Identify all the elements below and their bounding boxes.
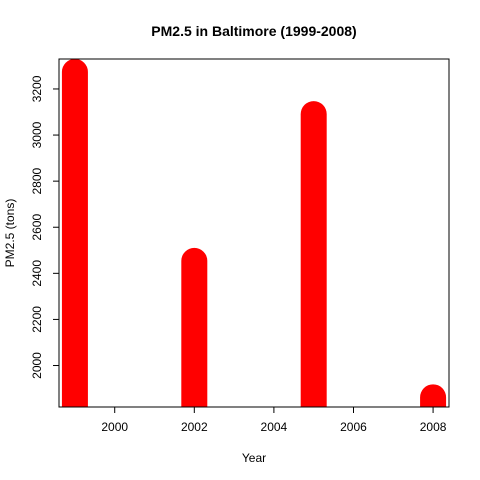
x-axis-title: Year [242,451,266,465]
y-axis-title: PM2.5 (tons) [3,199,17,268]
x-tick-label-2000: 2000 [101,420,128,434]
plot-frame [58,58,450,408]
x-tick-label-2004: 2004 [261,420,288,434]
x-tick-label-2002: 2002 [181,420,208,434]
x-axis: 2000 2002 2004 2006 2008 [101,406,447,434]
y-tick-label-3200: 3200 [30,75,44,102]
y-tick-label-2400: 2400 [30,260,44,287]
x-tick-label-2006: 2006 [340,420,367,434]
chart-title: PM2.5 in Baltimore (1999-2008) [151,23,356,39]
x-tick-label-2008: 2008 [420,420,447,434]
y-tick-label-2200: 2200 [30,306,44,333]
y-tick-label-3000: 3000 [30,121,44,148]
y-tick-label-2800: 2800 [30,167,44,194]
y-tick-label-2600: 2600 [30,214,44,241]
y-axis: 2000 2200 2400 2600 2800 3000 3200 [30,75,60,379]
y-tick-label-2000: 2000 [30,352,44,379]
bars-group [61,58,447,407]
